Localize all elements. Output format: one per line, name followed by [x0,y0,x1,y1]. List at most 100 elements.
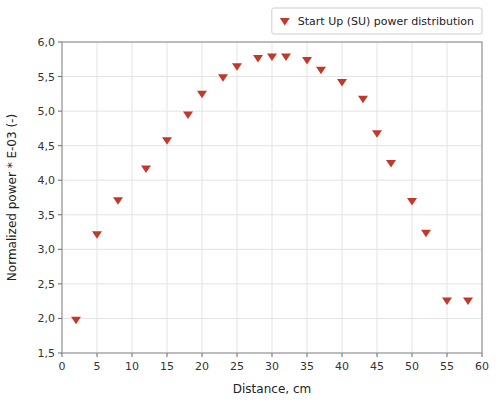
tick-label: 4,5 [38,140,56,153]
point [337,79,347,87]
point [316,67,326,75]
point [141,165,151,173]
tick [58,42,62,43]
tick [202,353,203,357]
point [218,74,228,82]
tick [58,180,62,181]
point [281,54,291,62]
tick-label: 3,0 [38,243,56,256]
grid-line [272,42,273,353]
grid-line [342,42,343,353]
point [302,57,312,65]
tick-label: 5,5 [38,71,56,84]
grid-line [62,145,482,146]
grid-line [62,180,482,181]
grid-line [62,111,482,112]
tick [58,318,62,319]
tick-label: 60 [475,360,489,373]
grid-line [377,42,378,353]
tick-label: 5 [94,360,101,373]
point [92,231,102,239]
tick-label: 50 [405,360,419,373]
grid-line [62,214,482,215]
point [421,230,431,238]
y-axis-label: Normalized power * E-03 (-) [5,114,19,281]
point [253,55,263,63]
tick-label: 6,0 [38,36,56,49]
grid-line [447,42,448,353]
point [463,297,473,305]
point [442,297,452,305]
tick [58,214,62,215]
point [183,112,193,120]
x-axis-label: Distance, cm [233,382,311,396]
grid-line [62,283,482,284]
tick-label: 10 [125,360,139,373]
tick-label: 20 [195,360,209,373]
grid-line [237,42,238,353]
legend: Start Up (SU) power distribution [272,8,482,34]
tick-label: 0 [59,360,66,373]
grid-line [412,42,413,353]
tick [167,353,168,357]
tick [58,76,62,77]
tick [272,353,273,357]
chart: 0 5 10 15 20 25 30 35 40 45 50 55 60 1,5 2,0 2,5 3,0 3,5 4… [0,0,500,405]
page: {"chart_data": {"type": "scatter", "xlab… [0,0,500,405]
tick [237,353,238,357]
tick [132,353,133,357]
grid-line [62,318,482,319]
legend-box [272,8,482,34]
tick-label: 35 [300,360,314,373]
point [113,197,123,205]
tick-label: 55 [440,360,454,373]
point [386,160,396,168]
grid-line [167,42,168,353]
tick-label: 40 [335,360,349,373]
tick [58,145,62,146]
legend-label: Start Up (SU) power distribution [298,15,474,28]
plot-background [62,42,482,353]
tick [62,353,63,357]
point [71,317,81,325]
grid-line [62,76,482,77]
point [358,96,368,104]
grid-line [307,42,308,353]
tick-label: 25 [230,360,244,373]
point [197,91,207,99]
point [232,63,242,71]
tick-label: 1,5 [38,347,56,360]
tick [307,353,308,357]
tick-label: 4,0 [38,174,56,187]
point [267,54,277,62]
tick [58,249,62,250]
tick [58,353,62,354]
tick [412,353,413,357]
legend-marker [280,18,290,26]
tick-label: 2,5 [38,278,56,291]
plot-frame [62,42,482,353]
grid [62,42,482,353]
grid-line [202,42,203,353]
tick-label: 2,0 [38,312,56,325]
point [162,137,172,145]
axes: 0 5 10 15 20 25 30 35 40 45 50 55 60 1,5 2,0 2,5 3,0 3,5 4… [38,36,490,373]
tick [58,283,62,284]
tick [377,353,378,357]
grid-line [132,42,133,353]
tick [58,111,62,112]
tick-label: 45 [370,360,384,373]
tick-label: 5,0 [38,105,56,118]
tick-label: 30 [265,360,279,373]
points [71,54,473,325]
tick [482,353,483,357]
tick-label: 15 [160,360,174,373]
tick [447,353,448,357]
tick-label: 3,5 [38,209,56,222]
grid-line [62,249,482,250]
point [407,198,417,206]
tick [342,353,343,357]
grid-line [97,42,98,353]
tick [97,353,98,357]
point [372,130,382,138]
